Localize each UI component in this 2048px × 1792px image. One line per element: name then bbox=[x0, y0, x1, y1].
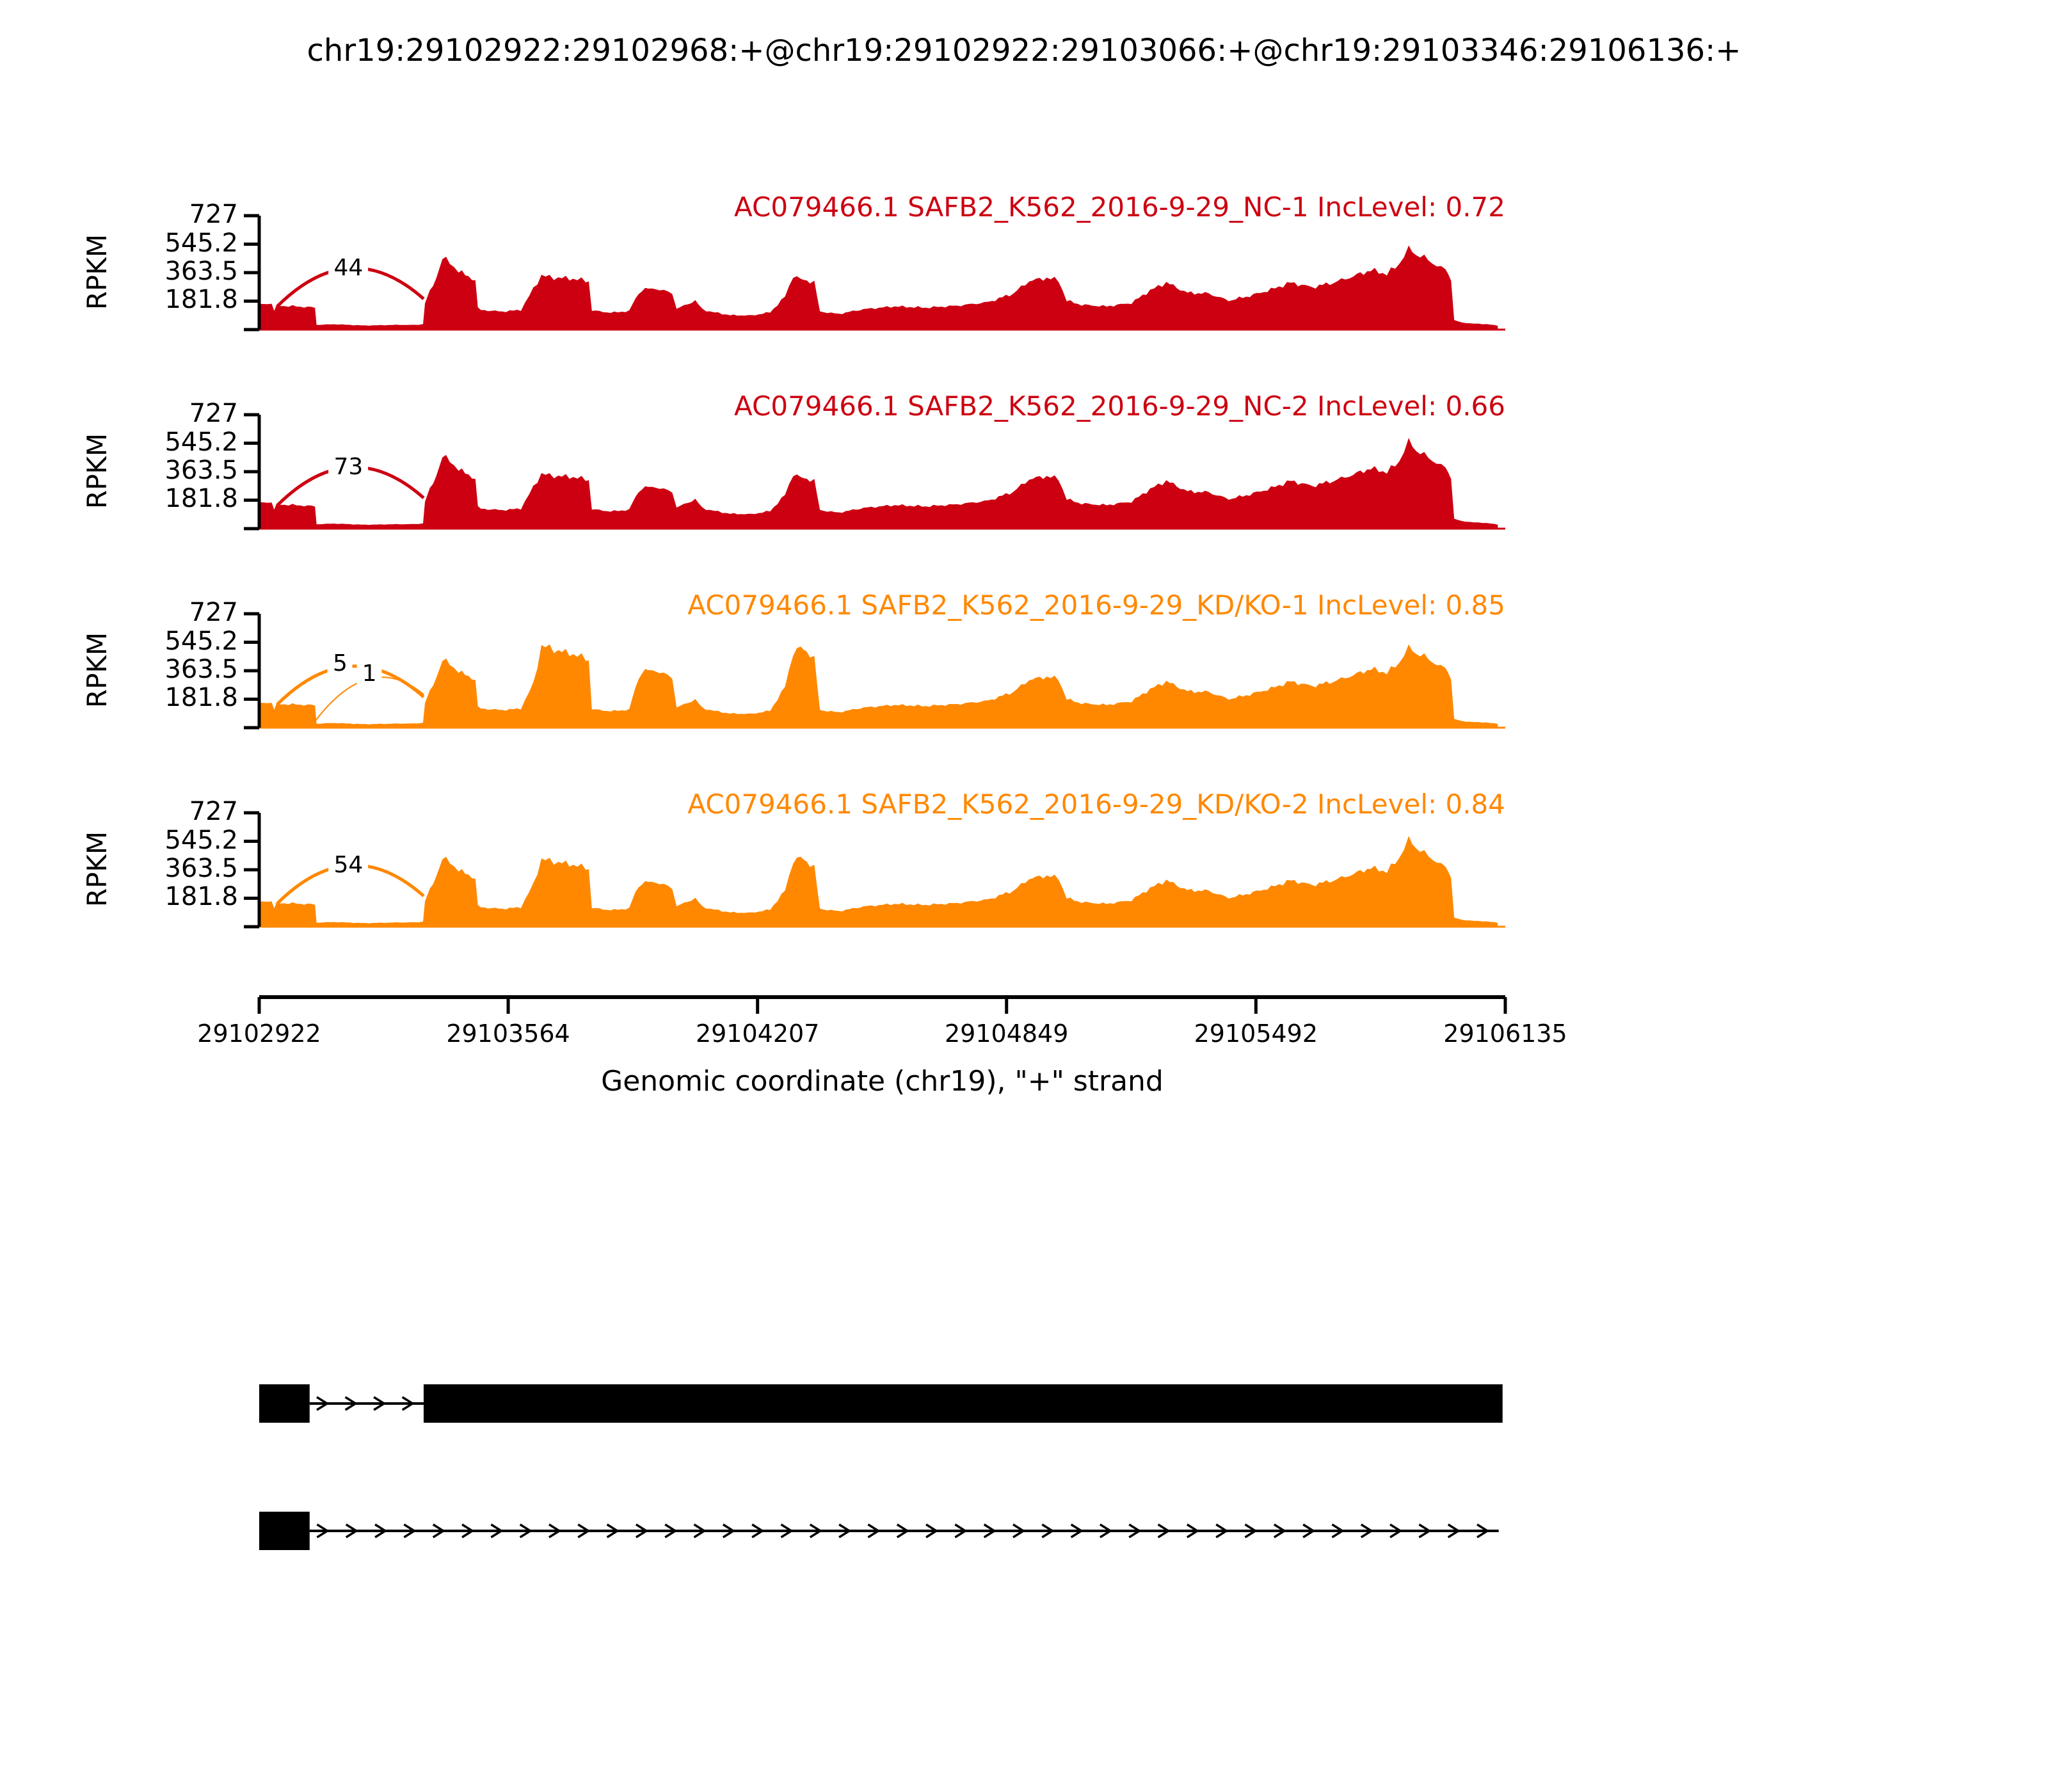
junction-count: 73 bbox=[328, 456, 369, 479]
junction-count: 5 bbox=[327, 652, 353, 675]
intron-arrow bbox=[896, 1523, 910, 1539]
y-tick-label: 363.5 bbox=[164, 257, 238, 286]
y-tick-label: 727 bbox=[189, 399, 238, 428]
coverage-area-track-2 bbox=[259, 438, 1498, 529]
y-tick-label: 363.5 bbox=[164, 655, 238, 684]
y-tick-label: 363.5 bbox=[164, 456, 238, 485]
intron-arrow bbox=[432, 1523, 445, 1539]
y-tick-label: 181.8 bbox=[164, 683, 238, 713]
intron-arrow bbox=[1273, 1523, 1287, 1539]
intron-arrow bbox=[577, 1523, 591, 1539]
intron-arrow bbox=[519, 1523, 532, 1539]
exon-box bbox=[423, 1384, 1503, 1423]
intron-arrow bbox=[1244, 1523, 1258, 1539]
y-tick-label: 545.2 bbox=[164, 427, 238, 457]
exon-box bbox=[259, 1384, 310, 1423]
intron-arrow bbox=[1186, 1523, 1200, 1539]
intron-arrow bbox=[838, 1523, 852, 1539]
intron-arrow bbox=[664, 1523, 678, 1539]
y-tick-label: 727 bbox=[189, 200, 238, 229]
intron-arrow bbox=[954, 1523, 968, 1539]
x-tick-label: 29102922 bbox=[197, 1020, 321, 1048]
intron-arrow bbox=[1447, 1523, 1461, 1539]
junction-count: 1 bbox=[356, 662, 382, 685]
x-tick-label: 29103564 bbox=[446, 1020, 570, 1048]
intron-arrow bbox=[693, 1523, 707, 1539]
intron-arrow bbox=[809, 1523, 823, 1539]
intron-arrow bbox=[316, 1396, 330, 1411]
y-axis-label: RPKM bbox=[81, 234, 113, 310]
y-tick-label: 545.2 bbox=[164, 825, 238, 855]
y-axis-label: RPKM bbox=[81, 831, 113, 908]
y-tick-label: 181.8 bbox=[164, 285, 238, 315]
intron-arrow bbox=[345, 1523, 359, 1539]
coverage-area-track-4 bbox=[259, 836, 1498, 927]
track-label: AC079466.1 SAFB2_K562_2016-9-29_NC-1 Inc… bbox=[734, 191, 1505, 223]
intron-arrow bbox=[635, 1523, 649, 1539]
intron-arrow bbox=[1389, 1523, 1403, 1539]
x-tick-label: 29104207 bbox=[695, 1020, 820, 1048]
track-label: AC079466.1 SAFB2_K562_2016-9-29_NC-2 Inc… bbox=[734, 390, 1505, 422]
y-axis-label: RPKM bbox=[81, 632, 113, 708]
intron-arrow bbox=[1476, 1523, 1490, 1539]
junction-count: 44 bbox=[328, 257, 369, 280]
intron-arrow bbox=[490, 1523, 504, 1539]
junction-count: 54 bbox=[328, 854, 369, 877]
x-tick-label: 29104849 bbox=[944, 1020, 1069, 1048]
intron-arrow bbox=[751, 1523, 765, 1539]
y-tick-label: 545.2 bbox=[164, 228, 238, 258]
intron-arrow bbox=[1070, 1523, 1084, 1539]
coverage-area-track-1 bbox=[259, 245, 1498, 330]
y-tick-label: 727 bbox=[189, 797, 238, 826]
page-title: chr19:29102922:29102968:+@chr19:29102922… bbox=[307, 33, 1741, 68]
intron-arrow bbox=[403, 1523, 417, 1539]
track-label: AC079466.1 SAFB2_K562_2016-9-29_KD/KO-2 … bbox=[687, 788, 1505, 820]
intron-arrow bbox=[1331, 1523, 1345, 1539]
intron-arrow bbox=[1157, 1523, 1171, 1539]
intron-arrow bbox=[374, 1523, 388, 1539]
intron-arrow bbox=[461, 1523, 475, 1539]
y-tick-label: 545.2 bbox=[164, 626, 238, 656]
x-tick-label: 29106135 bbox=[1443, 1020, 1567, 1048]
intron-arrow bbox=[1215, 1523, 1229, 1539]
intron-arrow bbox=[925, 1523, 939, 1539]
intron-arrow bbox=[1100, 1523, 1113, 1539]
intron-arrow bbox=[344, 1396, 358, 1411]
intron-arrow bbox=[401, 1396, 415, 1411]
coverage-area-track-3 bbox=[259, 644, 1498, 728]
x-axis-title: Genomic coordinate (chr19), "+" strand bbox=[601, 1065, 1164, 1098]
intron-arrow bbox=[606, 1523, 620, 1539]
intron-arrow bbox=[1360, 1523, 1374, 1539]
y-tick-label: 181.8 bbox=[164, 882, 238, 912]
y-axis-label: RPKM bbox=[81, 433, 113, 509]
track-label: AC079466.1 SAFB2_K562_2016-9-29_KD/KO-1 … bbox=[687, 589, 1505, 621]
intron-arrow bbox=[867, 1523, 881, 1539]
y-tick-label: 727 bbox=[189, 598, 238, 627]
y-tick-label: 363.5 bbox=[164, 854, 238, 883]
x-tick-label: 29105492 bbox=[1194, 1020, 1318, 1048]
intron-arrow bbox=[983, 1523, 996, 1539]
intron-arrow bbox=[1128, 1523, 1142, 1539]
intron-arrow bbox=[780, 1523, 794, 1539]
intron-arrow bbox=[1302, 1523, 1316, 1539]
intron-arrow bbox=[316, 1523, 330, 1539]
intron-arrow bbox=[373, 1396, 387, 1411]
intron-arrow bbox=[548, 1523, 562, 1539]
intron-arrow bbox=[1418, 1523, 1432, 1539]
intron-arrow bbox=[1041, 1523, 1055, 1539]
intron-arrow bbox=[1012, 1523, 1026, 1539]
exon-box bbox=[259, 1512, 310, 1550]
intron-arrow bbox=[722, 1523, 736, 1539]
y-tick-label: 181.8 bbox=[164, 484, 238, 514]
